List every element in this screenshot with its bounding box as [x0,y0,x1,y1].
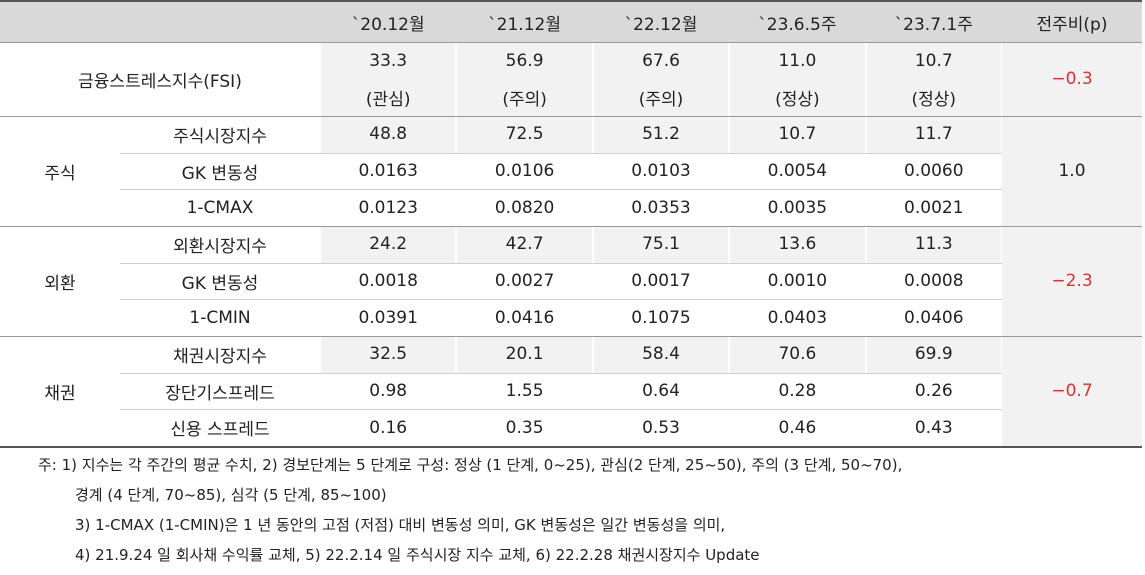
value-cell: 0.0820 [494,197,555,218]
status-cell: (주의) [593,79,729,116]
rule [0,226,1142,227]
rule [120,409,1002,411]
row-label: 1-CMAX [186,197,254,218]
group-label: 외환 [44,273,76,294]
status-cell: (관심) [321,79,456,116]
rule [120,299,1002,301]
group-label: 주식 [44,163,76,184]
change-cell: 1.0 [1058,161,1086,181]
rule [120,372,1002,374]
value-cell: 70.6 [730,336,865,373]
value-cell: 0.0403 [767,307,828,328]
header-cell: `23.6.5주 [758,14,837,35]
value-cell: 0.0123 [358,197,418,218]
note: 3) 1-CMAX (1-CMIN)은 1 년 동안의 고점 (저점) 대비 변… [75,516,726,534]
value-cell: 11.0 [730,42,865,79]
value-cell: 0.98 [369,381,408,402]
row-label: GK 변동성 [181,163,259,184]
value-cell: 0.64 [642,381,680,402]
value-cell: 58.4 [593,336,729,373]
row-label: 외환시장지수 [173,236,267,257]
value-cell: 24.2 [321,226,456,263]
rule [120,152,1002,154]
value-cell: 0.16 [369,417,408,438]
rule [0,42,1142,43]
value-cell: 0.1075 [631,307,691,328]
value-cell: 10.7 [866,42,1001,79]
value-cell: 0.0106 [494,161,555,182]
value-cell: 33.3 [321,42,456,79]
change-cell: −0.3 [1051,69,1093,89]
value-cell: 10.7 [730,116,865,153]
value-cell: 0.0035 [767,197,828,218]
rule [120,262,1002,264]
value-cell: 67.6 [593,42,729,79]
row-label: 주식시장지수 [173,126,267,147]
value-cell: 0.0054 [767,161,828,182]
header-cell: `22.12월 [624,14,698,35]
value-cell: 0.0027 [494,271,555,292]
rule [0,116,1142,117]
value-cell: 0.0103 [631,161,691,182]
value-cell: 0.43 [914,417,953,438]
note: 4) 21.9.24 일 회사채 수익률 교체, 5) 22.2.14 일 주식… [75,546,760,564]
rule [120,189,1002,191]
header-cell: `20.12월 [351,14,425,35]
note: 경계 (4 단계, 70~85), 심각 (5 단계, 85~100) [75,486,387,504]
value-cell: 0.0010 [767,271,828,292]
value-cell: 42.7 [457,226,592,263]
status-cell: (주의) [457,79,592,116]
change-cell: −0.7 [1051,381,1093,401]
value-cell: 0.0017 [631,271,691,292]
value-cell: 0.0060 [904,161,964,182]
value-cell: 56.9 [457,42,592,79]
value-cell: 20.1 [457,336,592,373]
header-cell: `23.7.1주 [894,14,973,35]
value-cell: 0.0391 [358,307,418,328]
value-cell: 51.2 [593,116,729,153]
value-cell: 11.3 [866,226,1001,263]
value-cell: 0.0008 [904,271,964,292]
value-cell: 0.0416 [494,307,555,328]
value-cell: 32.5 [321,336,456,373]
value-cell: 0.0021 [904,197,964,218]
value-cell: 0.0353 [631,197,691,218]
rule [0,0,1142,2]
value-cell: 0.35 [505,417,544,438]
value-cell: 11.7 [866,116,1001,153]
change-cell: −2.3 [1051,271,1093,291]
row-label: 신용 스프레드 [170,420,270,441]
status-cell: (정상) [866,79,1001,116]
header-cell: 전주비(p) [1036,14,1108,35]
row-label: 1-CMIN [189,307,251,328]
value-cell: 69.9 [866,336,1001,373]
rule [0,336,1142,337]
value-cell: 0.28 [778,381,817,402]
row-label: 금융스트레스지수(FSI) [78,71,242,92]
value-cell: 0.53 [642,417,680,438]
value-cell: 1.55 [505,381,544,402]
row-label: 채권시장지수 [173,346,267,367]
rule [0,446,1142,448]
row-label: 장단기스프레드 [165,383,275,404]
value-cell: 48.8 [321,116,456,153]
value-cell: 0.0018 [358,271,418,292]
header-cell: `21.12월 [488,14,561,35]
value-cell: 72.5 [457,116,592,153]
value-cell: 75.1 [593,226,729,263]
header-bg [0,2,1142,42]
status-cell: (정상) [730,79,865,116]
change-bg [1002,42,1142,446]
value-cell: 0.46 [778,417,817,438]
value-cell: 13.6 [730,226,865,263]
value-cell: 0.0406 [904,307,964,328]
value-cell: 0.26 [914,381,953,402]
group-label: 채권 [44,383,76,404]
value-cell: 0.0163 [358,161,418,182]
note: 주: 1) 지수는 각 주간의 평균 수치, 2) 경보단계는 5 단계로 구성… [38,456,903,474]
row-label: GK 변동성 [181,273,259,294]
